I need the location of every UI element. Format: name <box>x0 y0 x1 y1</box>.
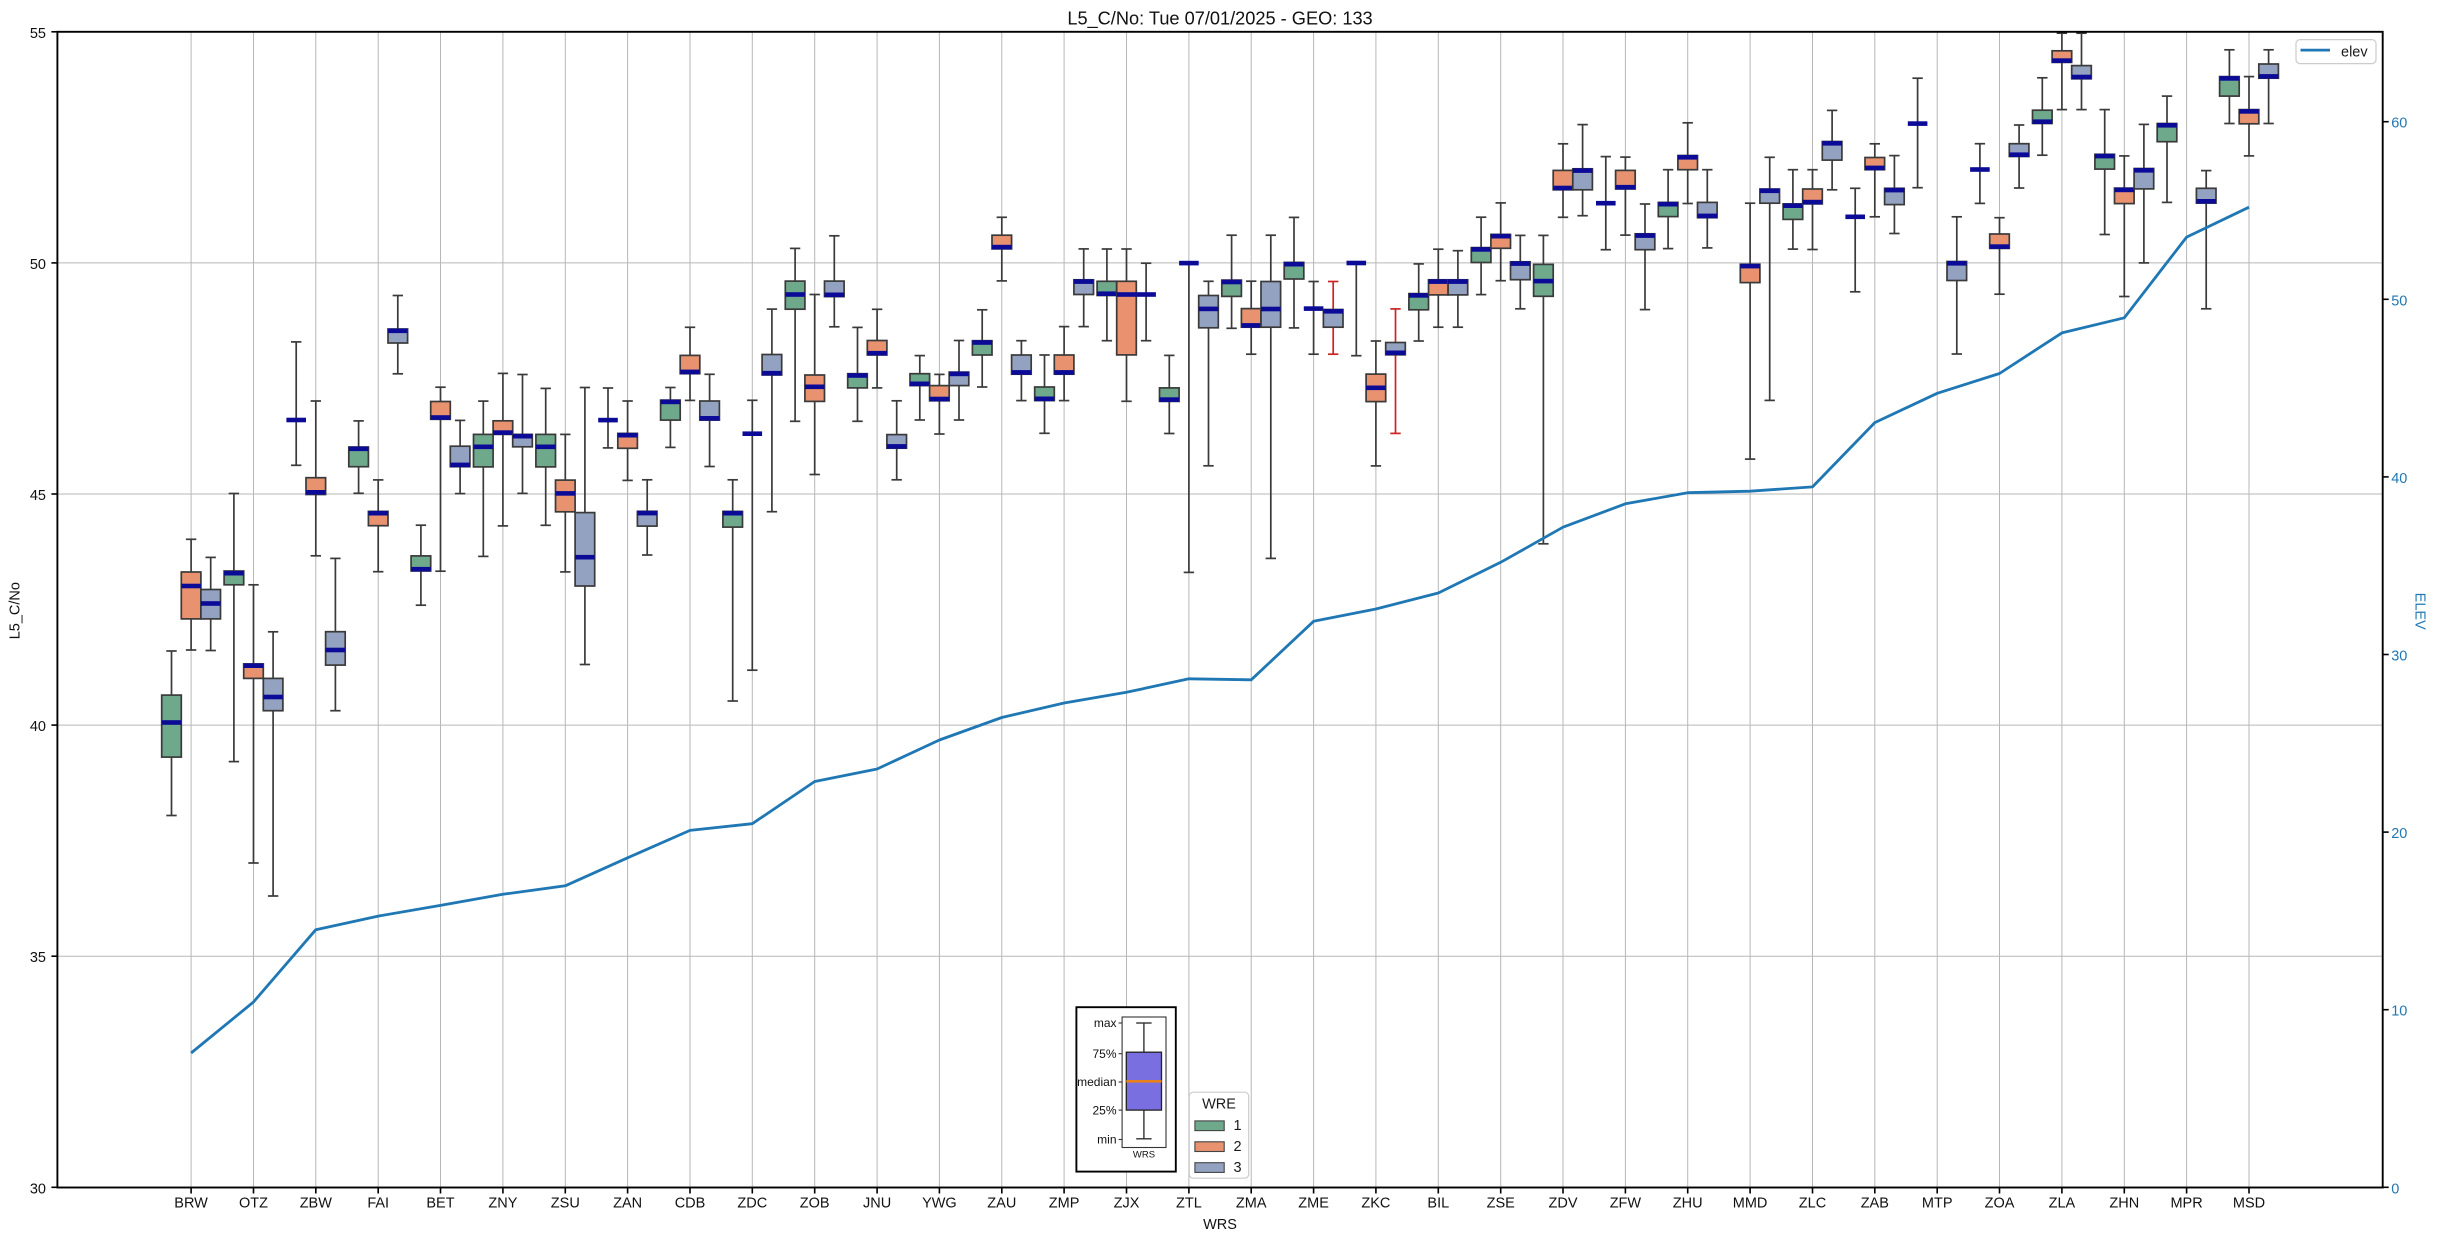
svg-text:ZLA: ZLA <box>2049 1196 2076 1212</box>
svg-text:min: min <box>1097 1133 1116 1147</box>
svg-text:ZNY: ZNY <box>488 1196 517 1212</box>
svg-text:ZME: ZME <box>1298 1196 1329 1212</box>
svg-text:40: 40 <box>30 719 46 735</box>
svg-text:elev: elev <box>2341 45 2368 61</box>
svg-text:ZMA: ZMA <box>1236 1196 1267 1212</box>
svg-text:ZMP: ZMP <box>1049 1196 1080 1212</box>
svg-text:ZBW: ZBW <box>300 1196 333 1212</box>
svg-text:75%: 75% <box>1092 1047 1116 1061</box>
svg-text:L5_C/No: L5_C/No <box>8 582 24 639</box>
svg-text:ZTL: ZTL <box>1176 1196 1202 1212</box>
svg-text:ZAB: ZAB <box>1861 1196 1889 1212</box>
svg-text:2: 2 <box>1234 1139 1242 1155</box>
svg-text:ELEV: ELEV <box>2412 593 2428 630</box>
svg-text:40: 40 <box>2391 471 2407 487</box>
svg-text:L5_C/No: Tue 07/01/2025 - GEO:: L5_C/No: Tue 07/01/2025 - GEO: 133 <box>1067 9 1372 30</box>
svg-text:ZAN: ZAN <box>613 1196 642 1212</box>
svg-text:ZKC: ZKC <box>1361 1196 1390 1212</box>
svg-text:1: 1 <box>1234 1118 1242 1134</box>
svg-text:MTP: MTP <box>1922 1196 1953 1212</box>
svg-text:WRS: WRS <box>1203 1217 1237 1233</box>
svg-text:MMD: MMD <box>1733 1196 1768 1212</box>
svg-text:WRE: WRE <box>1202 1097 1236 1113</box>
svg-text:CDB: CDB <box>675 1196 706 1212</box>
svg-text:ZOA: ZOA <box>1985 1196 2015 1212</box>
svg-text:ZLC: ZLC <box>1799 1196 1826 1212</box>
svg-text:0: 0 <box>2391 1181 2399 1197</box>
svg-text:50: 50 <box>30 257 46 273</box>
svg-text:ZAU: ZAU <box>987 1196 1016 1212</box>
svg-text:FAI: FAI <box>367 1196 389 1212</box>
svg-text:YWG: YWG <box>922 1196 957 1212</box>
svg-text:ZDC: ZDC <box>737 1196 767 1212</box>
svg-text:BRW: BRW <box>174 1196 208 1212</box>
svg-text:ZJX: ZJX <box>1114 1196 1140 1212</box>
svg-text:BIL: BIL <box>1427 1196 1449 1212</box>
svg-text:ZFW: ZFW <box>1610 1196 1642 1212</box>
svg-text:55: 55 <box>30 26 46 42</box>
svg-text:median: median <box>1077 1075 1116 1089</box>
svg-text:JNU: JNU <box>863 1196 891 1212</box>
svg-text:ZHU: ZHU <box>1673 1196 1703 1212</box>
svg-text:3: 3 <box>1234 1160 1242 1176</box>
svg-text:30: 30 <box>30 1181 46 1197</box>
svg-text:ZSU: ZSU <box>551 1196 580 1212</box>
svg-text:ZDV: ZDV <box>1549 1196 1578 1212</box>
svg-text:30: 30 <box>2391 649 2407 665</box>
svg-text:MSD: MSD <box>2233 1196 2265 1212</box>
svg-text:10: 10 <box>2391 1004 2407 1020</box>
svg-text:max: max <box>1094 1016 1117 1030</box>
svg-text:WRS: WRS <box>1133 1150 1155 1161</box>
svg-text:60: 60 <box>2391 116 2407 132</box>
svg-text:20: 20 <box>2391 826 2407 842</box>
svg-text:35: 35 <box>30 950 46 966</box>
svg-text:ZHN: ZHN <box>2109 1196 2139 1212</box>
svg-text:OTZ: OTZ <box>239 1196 268 1212</box>
svg-text:MPR: MPR <box>2170 1196 2202 1212</box>
svg-text:50: 50 <box>2391 293 2407 309</box>
svg-text:25%: 25% <box>1092 1103 1116 1117</box>
svg-text:BET: BET <box>426 1196 454 1212</box>
svg-text:ZOB: ZOB <box>800 1196 830 1212</box>
svg-text:ZSE: ZSE <box>1487 1196 1516 1212</box>
svg-text:45: 45 <box>30 488 46 504</box>
